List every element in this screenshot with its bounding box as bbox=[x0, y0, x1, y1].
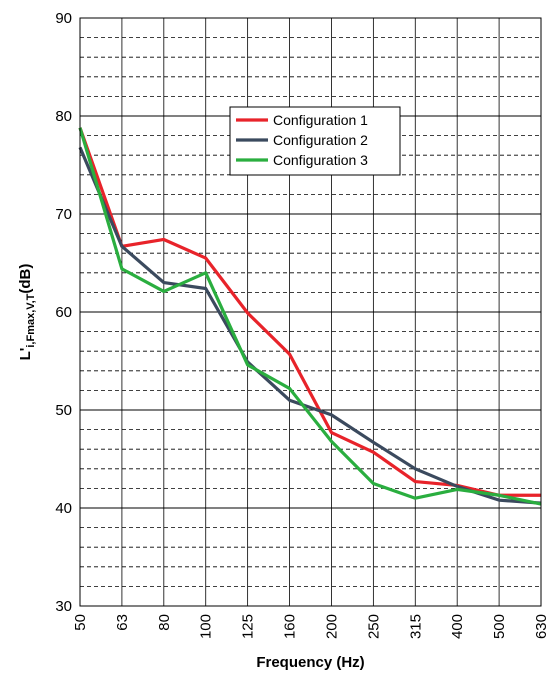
x-tick-label: 315 bbox=[407, 614, 424, 639]
x-axis-label: Frequency (Hz) bbox=[256, 654, 364, 671]
y-tick-label: 60 bbox=[55, 304, 72, 321]
series-line bbox=[78, 146, 542, 505]
legend-label: Configuration 1 bbox=[273, 112, 368, 128]
x-tick-label: 400 bbox=[449, 614, 466, 639]
x-tick-label: 80 bbox=[156, 614, 173, 631]
x-axis-ticks: 50 63 80 100 125 160 200 250 315 400 500 630 bbox=[72, 614, 550, 639]
x-tick-label: 125 bbox=[240, 614, 257, 639]
x-tick-label: 250 bbox=[365, 614, 382, 639]
y-axis-label-main: L' bbox=[17, 348, 34, 361]
x-tick-label: 160 bbox=[282, 614, 299, 639]
legend-label: Configuration 2 bbox=[273, 132, 368, 148]
x-tick-label: 200 bbox=[323, 614, 340, 639]
y-tick-label: 40 bbox=[55, 500, 72, 517]
x-tick-label: 500 bbox=[491, 614, 508, 639]
y-axis-label-unit: (dB) bbox=[17, 264, 34, 294]
x-tick-label: 50 bbox=[72, 614, 89, 631]
x-tick-label: 100 bbox=[198, 614, 215, 639]
plot-area-frame bbox=[79, 17, 542, 607]
y-axis-ticks: 30 40 50 60 70 80 90 bbox=[55, 10, 72, 615]
legend-label: Configuration 3 bbox=[273, 152, 368, 168]
series-lines bbox=[78, 127, 542, 506]
y-axis-label: L'i,Fmax,V,T(dB) bbox=[17, 264, 37, 361]
x-tick-label: 630 bbox=[533, 614, 550, 639]
y-tick-label: 30 bbox=[55, 598, 72, 615]
grid-lines bbox=[80, 18, 541, 606]
y-tick-label: 90 bbox=[55, 10, 72, 27]
series-line bbox=[78, 127, 542, 506]
y-axis-label-subscript: i,Fmax,V,T bbox=[25, 293, 37, 347]
y-tick-label: 50 bbox=[55, 402, 72, 419]
legend: Configuration 1 Configuration 2 Configurat… bbox=[229, 106, 401, 176]
x-tick-label: 63 bbox=[114, 614, 131, 631]
y-tick-label: 70 bbox=[55, 206, 72, 223]
y-tick-label: 80 bbox=[55, 108, 72, 125]
